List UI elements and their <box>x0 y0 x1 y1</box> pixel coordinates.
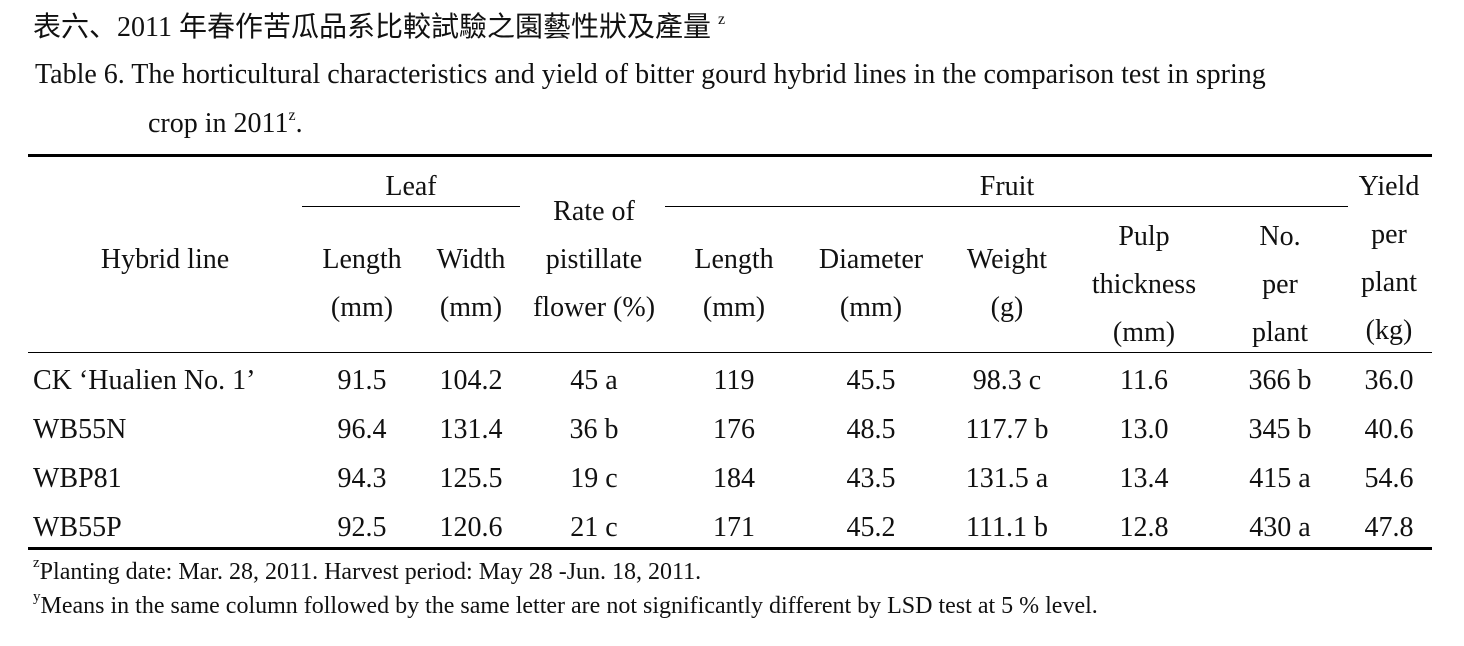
cell: 430 a <box>1249 512 1311 543</box>
cell: 98.3 c <box>972 365 1042 396</box>
column-header: plant <box>1361 267 1417 298</box>
cell: 19 c <box>570 463 618 494</box>
column-header: Yield <box>1358 171 1420 202</box>
cell: 40.6 <box>1364 414 1414 445</box>
cell: 345 b <box>1248 414 1312 445</box>
cell: 96.4 <box>337 414 387 445</box>
cell: 94.3 <box>337 463 387 494</box>
caption-line: crop in 2011z. <box>148 108 303 138</box>
cell: 54.6 <box>1364 463 1414 494</box>
cell: 176 <box>713 414 755 445</box>
footnote-text: Means in the same column followed by the… <box>40 593 1098 619</box>
column-header: Diameter <box>818 244 924 275</box>
cell: 171 <box>713 512 755 543</box>
column-header: (g) <box>990 292 1024 323</box>
cell: 47.8 <box>1364 512 1414 543</box>
cell: 13.0 <box>1119 414 1169 445</box>
column-header: (mm) <box>702 292 766 323</box>
cell: 119 <box>713 365 755 396</box>
cell: 111.1 b <box>966 512 1048 543</box>
cell: 45.2 <box>846 512 896 543</box>
column-header: Hybrid line <box>100 244 230 275</box>
column-header: flower (%) <box>532 292 656 323</box>
cell: 366 b <box>1248 365 1312 396</box>
caption-text: crop in 2011 <box>148 108 289 139</box>
caption-end: . <box>295 108 303 139</box>
row-label: WBP81 <box>33 463 122 494</box>
caption-text: The horticultural characteristics and yi… <box>131 59 1266 90</box>
column-header: per <box>1371 219 1407 250</box>
column-header: plant <box>1252 317 1308 348</box>
cell: 45 a <box>570 365 618 396</box>
footnote-text: Planting date: Mar. 28, 2011. Harvest pe… <box>39 559 702 585</box>
row-label: WB55P <box>33 512 122 543</box>
title: 表六、2011 年春作苦瓜品系比較試驗之園藝性狀及產量 z <box>33 12 725 42</box>
column-header: Width <box>436 244 506 275</box>
cell: 92.5 <box>337 512 387 543</box>
cell: 45.5 <box>846 365 896 396</box>
cell: 415 a <box>1249 463 1311 494</box>
group-header: Leaf <box>385 171 437 202</box>
column-header: (mm) <box>330 292 394 323</box>
cell: 117.7 b <box>965 414 1049 445</box>
caption-label: Table 6. <box>35 59 125 90</box>
cell: 184 <box>713 463 755 494</box>
column-header: thickness <box>1091 269 1197 300</box>
row-label: WB55N <box>33 414 127 445</box>
bottom-rule <box>28 547 1432 550</box>
cell: 11.6 <box>1120 365 1168 396</box>
column-header: pistillate <box>545 244 643 275</box>
column-header: Length <box>694 244 774 275</box>
column-header: (mm) <box>839 292 903 323</box>
caption-sup: z <box>288 107 296 124</box>
column-header: (mm) <box>1112 317 1176 348</box>
column-header: Rate of <box>553 196 635 227</box>
cell: 36 b <box>569 414 619 445</box>
cell: 36.0 <box>1364 365 1414 396</box>
column-header: (mm) <box>439 292 503 323</box>
cell: 12.8 <box>1119 512 1169 543</box>
cell: 43.5 <box>846 463 896 494</box>
column-header: (kg) <box>1365 315 1413 346</box>
column-header: per <box>1262 269 1298 300</box>
cell: 48.5 <box>846 414 896 445</box>
cell: 13.4 <box>1119 463 1169 494</box>
footnote: zPlanting date: Mar. 28, 2011. Harvest p… <box>33 555 702 585</box>
cell: 104.2 <box>439 365 503 396</box>
top-rule <box>28 154 1432 157</box>
footnote-mark: z <box>33 555 40 571</box>
footnote: yMeans in the same column followed by th… <box>33 589 1098 619</box>
cell: 125.5 <box>439 463 503 494</box>
caption-line: Table 6. The horticultural characteristi… <box>35 61 1266 89</box>
cell: 131.4 <box>439 414 503 445</box>
column-header: Weight <box>966 244 1048 275</box>
leaf-rule <box>302 206 520 207</box>
title-sup: z <box>717 11 726 28</box>
cell: 131.5 a <box>965 463 1049 494</box>
column-header: Length <box>322 244 402 275</box>
column-header: Pulp <box>1118 221 1170 252</box>
cell: 91.5 <box>337 365 387 396</box>
group-header: Fruit <box>979 171 1035 202</box>
title-text: 表六、2011 年春作苦瓜品系比較試驗之園藝性狀及產量 <box>33 12 711 43</box>
fruit-rule <box>665 206 1348 207</box>
cell: 21 c <box>570 512 618 543</box>
footnote-mark: y <box>33 589 41 605</box>
column-header: No. <box>1259 221 1301 252</box>
row-label: CK ‘Hualien No. 1’ <box>33 365 256 396</box>
header-rule <box>28 352 1432 353</box>
cell: 120.6 <box>439 512 503 543</box>
